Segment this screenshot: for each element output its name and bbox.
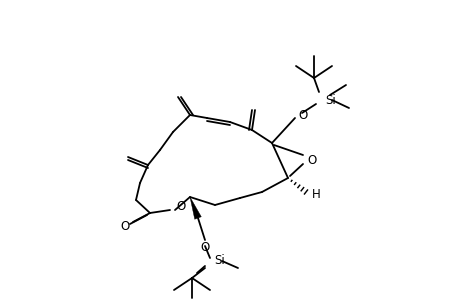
- Text: O: O: [120, 220, 129, 233]
- Text: Si: Si: [325, 94, 335, 106]
- Text: O: O: [200, 242, 209, 254]
- Polygon shape: [190, 197, 201, 219]
- Text: O: O: [297, 109, 307, 122]
- Text: H: H: [311, 188, 319, 200]
- Text: O: O: [307, 154, 316, 166]
- Text: Si: Si: [213, 254, 224, 266]
- Text: O: O: [176, 200, 185, 212]
